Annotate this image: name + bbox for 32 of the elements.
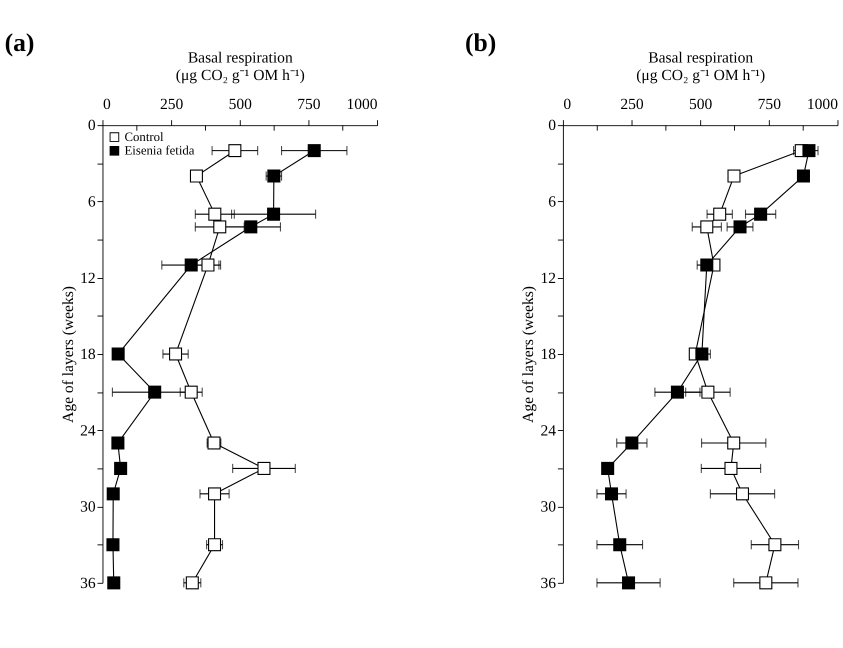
y-tick-label: 30 [80, 498, 96, 516]
x-tick-label: 250 [620, 96, 644, 114]
y-axis-title: Age of layers (weeks) [520, 286, 538, 423]
y-tick-label: 12 [540, 270, 556, 287]
chart-title: (b) [464, 28, 496, 58]
y-tick-label: 30 [540, 498, 556, 516]
x-tick-label: 500 [689, 96, 713, 114]
y-tick-label: 18 [540, 346, 556, 364]
y-tick-label: 6 [88, 194, 96, 210]
y-tick-label: 12 [80, 270, 96, 287]
x-tick-label: 1000 [806, 96, 838, 114]
y-tick-label: 0 [88, 117, 96, 134]
y-tick-label: 36 [80, 574, 96, 592]
chart-title: (a) [4, 28, 34, 58]
x-tick-label: 0 [102, 96, 111, 114]
x-tick-label: 500 [228, 96, 252, 114]
x-tick-label: 250 [160, 96, 184, 114]
x-axis-title: Basal respiration (μg CO₂ g⁻¹ OM h⁻¹) [636, 49, 766, 84]
y-axis-title: Age of layers (weeks) [60, 286, 77, 423]
x-tick-label: 750 [758, 96, 782, 114]
y-tick-label: 18 [80, 346, 96, 364]
x-tick-label: 750 [297, 96, 321, 114]
y-tick-label: 6 [548, 194, 556, 210]
legend-label: Eisenia fetida [124, 143, 195, 158]
x-axis-title: Basal respiration (μg CO₂ g⁻¹ OM h⁻¹) [176, 49, 305, 84]
x-tick-label: 1000 [346, 96, 378, 114]
x-tick-label: 0 [563, 96, 572, 114]
y-tick-label: 24 [540, 422, 556, 440]
y-tick-label: 0 [548, 117, 556, 134]
legend-label: Control [124, 130, 164, 144]
y-tick-label: 36 [540, 574, 556, 592]
y-tick-label: 24 [80, 422, 96, 440]
